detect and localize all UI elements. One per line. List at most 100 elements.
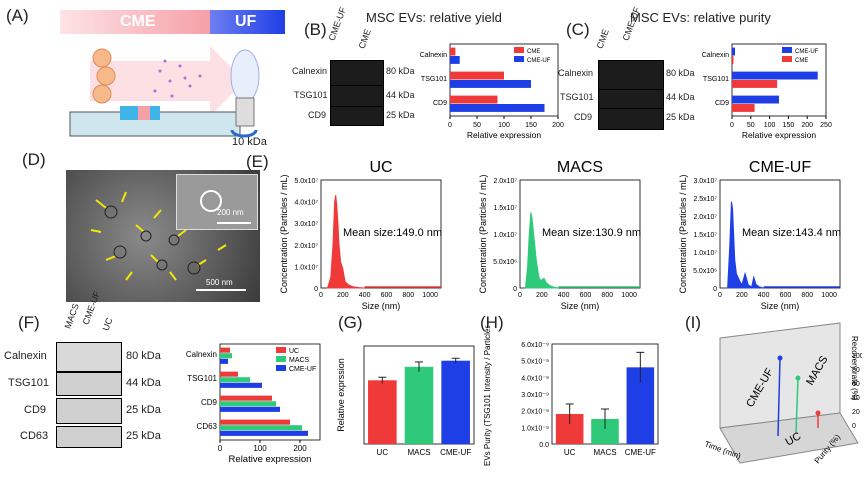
category-label: UC [564,448,576,457]
category-label: TSG101 [187,374,217,383]
bar-cme-uf [732,95,779,104]
x-tick-label: 800 [601,292,613,299]
bar-cme-uf [732,71,818,80]
cme-uf-point [777,355,783,361]
x-axis-label: Size (nm) [362,301,401,311]
z-tick-label: 80 [852,367,860,374]
y-tick-label: 1.0x10⁻⁹ [521,425,549,432]
x-tick-label: 0 [319,292,323,299]
x-tick-label: 100 [253,444,267,453]
legend-swatch [514,47,524,53]
bar-cme [450,71,504,80]
legend-label: CME-UF [289,366,316,373]
bar-macs [404,366,434,444]
legend-swatch [276,365,286,371]
uc-point [815,410,821,416]
x-tick-label: 200 [337,292,349,299]
legend-swatch [276,356,286,362]
category-label: CME-UF [625,448,656,457]
category-label: CME-UF [440,448,471,457]
chart-c: Calnexin TSG101 CD9 0 50 100 150 200 250 Relative… [702,43,832,140]
band-f-cd9: CD9 [24,404,47,416]
category-label: CD9 [433,100,447,107]
bar-cme [732,56,734,64]
cme-label: CME [120,13,156,30]
panel-label-d: (D) [22,150,46,169]
y-tick-label: 1.0x10⁷ [693,250,717,257]
kda-25: 25 kDa [386,110,415,120]
bar-cme-uf [450,56,460,64]
cme-uf-drop-line [777,357,781,437]
x-tick-label: 1000 [821,292,837,299]
tem-inset: 200 nm [176,174,258,230]
scale-main-label: 500 nm [206,278,233,287]
bar-uc [220,347,230,353]
legend-swatch [782,56,792,62]
lane-f-uc: UC [100,316,115,332]
y-axis-label: Concentration (Particles / mL) [279,174,289,293]
lane-label-cme-uf: CME-UF [326,5,348,43]
band-f-cd63: CD63 [20,430,49,442]
x-tick-label: 800 [402,292,414,299]
x-tick-label: 1000 [621,292,637,299]
category-label: MACS [593,448,616,457]
category-label: CD63 [197,422,218,431]
x-tick-label: 400 [558,292,570,299]
legend-swatch [514,56,524,62]
x-tick-label: 200 [552,122,564,129]
x-tick-label: 400 [359,292,371,299]
kda-c-44: 44 kDa [666,92,695,102]
scale-inset-label: 200 nm [217,208,244,217]
y-tick-label: 1.5x10⁷ [493,205,517,212]
kda-c-80: 80 kDa [666,68,695,78]
y-tick-label: 4.0x10⁻⁹ [521,375,549,382]
blot-calnexin [330,60,384,86]
bar-cme-uf [220,358,228,364]
bar-macs [220,401,276,407]
blot-f-tsg101 [56,372,122,396]
panel-label-a: (A) [6,6,29,25]
x-tick-label: 200 [293,444,307,453]
x-tick-label: 0 [718,292,722,299]
x-tick-label: 0 [730,122,734,129]
x-tick-label: 200 [801,122,813,129]
y-tick-label: 3.0x10⁻⁹ [521,392,549,399]
y-tick-label: 0 [314,286,318,293]
floor [719,412,859,464]
category-label: TSG101 [703,76,729,83]
bar-macs [220,353,232,359]
bar-cme [732,80,778,88]
legend-swatch [782,47,792,53]
mean-size-annotation: Mean size:143.4 nm [742,227,841,239]
legend-label: CME [527,49,540,55]
x-axis-label: Size (nm) [761,301,800,311]
category-label: CD9 [201,398,218,407]
bar-cme-uf [220,382,262,388]
category-label: CD9 [715,100,729,107]
y-tick-label: 2.5x10⁷ [693,196,717,203]
z-tick-label: 60 [852,381,860,388]
kda-44: 44 kDa [386,90,415,100]
bar-cme [450,47,456,56]
mean-size-annotation: Mean size:130.9 nm [542,227,641,239]
lane-label-cme-c: CME [594,27,611,50]
x-axis-label: Size (nm) [561,301,600,311]
x-tick-label: 200 [536,292,548,299]
panel-label-g: (G) [338,313,363,332]
y-axis-label: Concentration (Particles / mL) [678,174,688,293]
uf-label: UF [235,13,257,30]
y-tick-label: 5.0x10⁷ [294,178,318,185]
nta-chart-title: MACS [557,159,603,176]
bar-cme-uf [732,47,736,56]
chart-e: 0 1.0x10⁷ 2.0x10⁷ 3.0x10⁷ 4.0x10⁷ 5.0x10⁷ 0 200… [279,159,841,311]
legend-label: UC [289,348,299,355]
lane-f-macs: MACS [62,302,81,330]
band-f-calnexin: Calnexin [4,350,47,362]
x-tick-label: 0 [448,122,452,129]
y-tick-label: 5.0x10⁶ [693,268,717,275]
tem-arrows [90,191,246,291]
category-label: Calnexin [186,350,217,359]
kda-f-25b: 25 kDa [126,430,161,442]
x-tick-label: 250 [820,122,832,129]
